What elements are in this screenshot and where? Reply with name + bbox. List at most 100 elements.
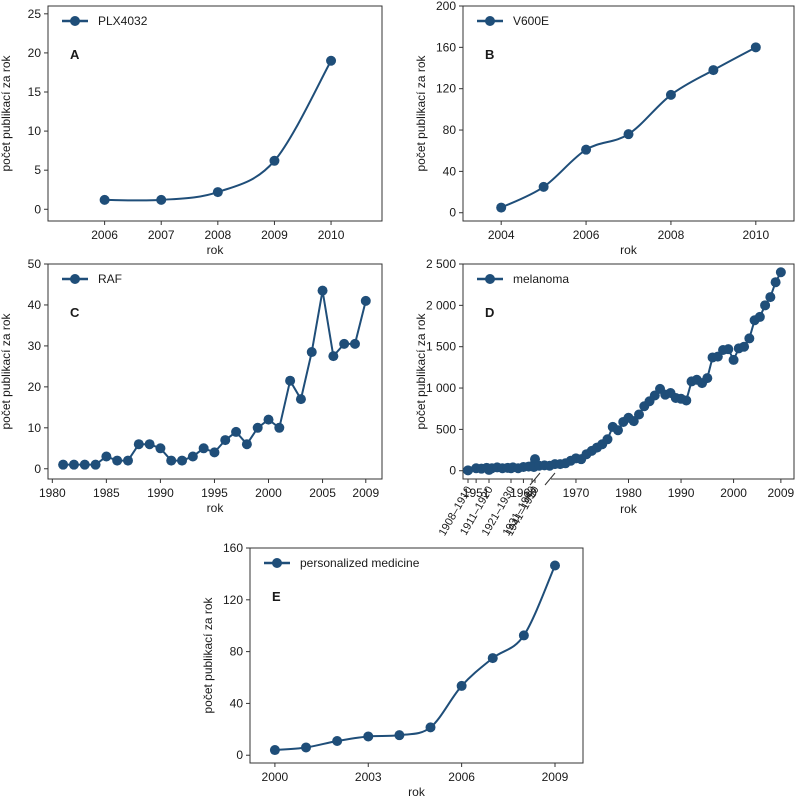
data-point — [538, 181, 549, 192]
data-point — [332, 735, 343, 746]
data-point — [723, 344, 734, 355]
data-point — [612, 425, 623, 436]
chart-panel-e: 0 40 80 120 160 2000 2003 2006 2009 rok počet publ… — [201, 541, 584, 799]
x-tick-label: 2010 — [318, 228, 345, 242]
data-point — [456, 680, 467, 691]
chart-panel-d: 0 500 1 000 1 500 2 000 2 500 1951 1960 1970 1980… — [414, 257, 795, 538]
legend-label: V600E — [513, 14, 549, 28]
data-point — [549, 560, 560, 571]
x-tick-label: 2007 — [148, 228, 175, 242]
data-point — [775, 267, 786, 278]
y-tick-label: 2 000 — [426, 298, 456, 312]
plot-frame — [462, 5, 795, 222]
y-tick-label: 160 — [223, 541, 243, 555]
data-point — [122, 455, 133, 466]
y-tick-label: 2 500 — [426, 257, 456, 271]
data-point — [760, 300, 771, 311]
x-tick-label: 1990 — [668, 486, 695, 500]
data-point — [750, 42, 761, 53]
data-point — [177, 455, 188, 466]
legend-marker — [272, 558, 282, 568]
data-point — [328, 351, 339, 362]
x-tick-label: 1970 — [563, 486, 590, 500]
x-tick-label: 2009 — [261, 228, 288, 242]
data-point — [634, 409, 645, 420]
data-point — [269, 745, 280, 756]
x-axis-title: rok — [207, 501, 225, 515]
series-line — [274, 565, 556, 752]
y-tick-label: 120 — [223, 593, 243, 607]
x-tick-label: 2005 — [309, 486, 336, 500]
y-axis-title: počet publikací za rok — [201, 596, 215, 713]
data-point — [295, 394, 306, 405]
data-point — [623, 129, 634, 140]
data-point — [101, 451, 112, 462]
data-point — [349, 338, 360, 349]
x-tick-label: 1995 — [201, 486, 228, 500]
legend-marker — [70, 274, 80, 284]
y-tick-label: 40 — [443, 164, 457, 178]
x-tick-label: 1980 — [615, 486, 642, 500]
legend-marker — [485, 16, 495, 26]
y-tick-label: 5 — [34, 163, 41, 177]
data-point — [339, 338, 350, 349]
x-tick-label: 2006 — [573, 228, 600, 242]
y-tick-label: 20 — [28, 46, 42, 60]
y-tick-label: 20 — [28, 380, 42, 394]
data-point — [156, 194, 167, 205]
panel-letter: C — [70, 305, 80, 320]
plot-frame — [47, 5, 383, 222]
y-tick-label: 80 — [230, 645, 244, 659]
y-tick-label: 30 — [28, 339, 42, 353]
legend-label: RAF — [98, 272, 122, 286]
y-tick-label: 0 — [34, 202, 41, 216]
data-point — [301, 742, 312, 753]
data-point — [252, 422, 263, 433]
y-tick-label: 10 — [28, 124, 42, 138]
y-axis-title: počet publikací za rok — [0, 54, 13, 171]
y-tick-label: 0 — [449, 464, 456, 478]
x-tick-label: 2009 — [768, 486, 795, 500]
data-point — [155, 443, 166, 454]
series-line — [104, 60, 332, 202]
panel-letter: A — [70, 47, 80, 62]
x-tick-label: 2000 — [720, 486, 747, 500]
data-point — [744, 333, 755, 344]
data-point — [187, 451, 198, 462]
series-line — [476, 271, 782, 470]
x-tick-label: 2006 — [448, 770, 475, 784]
y-axis-title: počet publikací za rok — [0, 312, 13, 429]
x-tick-label: 2010 — [742, 228, 769, 242]
data-point — [581, 144, 592, 155]
plot-frame — [47, 263, 383, 480]
data-point — [739, 341, 750, 352]
y-tick-label: 10 — [28, 421, 42, 435]
data-point — [274, 422, 285, 433]
data-point — [728, 354, 739, 365]
data-point — [209, 447, 220, 458]
y-tick-label: 50 — [28, 257, 42, 271]
data-point — [220, 435, 231, 446]
x-tick-label: 1985 — [93, 486, 120, 500]
y-axis-title: počet publikací za rok — [414, 54, 428, 171]
y-tick-label: 0 — [34, 462, 41, 476]
data-point — [241, 439, 252, 450]
legend-label: PLX4032 — [98, 14, 148, 28]
x-tick-label: 2009 — [542, 770, 569, 784]
data-point — [708, 65, 719, 76]
panel-letter: B — [485, 47, 494, 62]
series-line — [63, 290, 367, 466]
axis-break-mark — [544, 472, 556, 486]
y-tick-label: 1 500 — [426, 340, 456, 354]
data-point — [602, 434, 613, 445]
legend-marker — [70, 16, 80, 26]
x-tick-label: 1990 — [147, 486, 174, 500]
data-point — [681, 395, 692, 406]
data-point — [770, 277, 781, 288]
x-tick-label: 1980 — [39, 486, 66, 500]
x-tick-label: 2009 — [352, 486, 379, 500]
chart-panel-a: 0 5 10 15 20 25 2006 2007 2008 2009 2010 rok počet p… — [0, 5, 383, 257]
plot-frame — [249, 547, 584, 764]
y-tick-label: 0 — [449, 206, 456, 220]
